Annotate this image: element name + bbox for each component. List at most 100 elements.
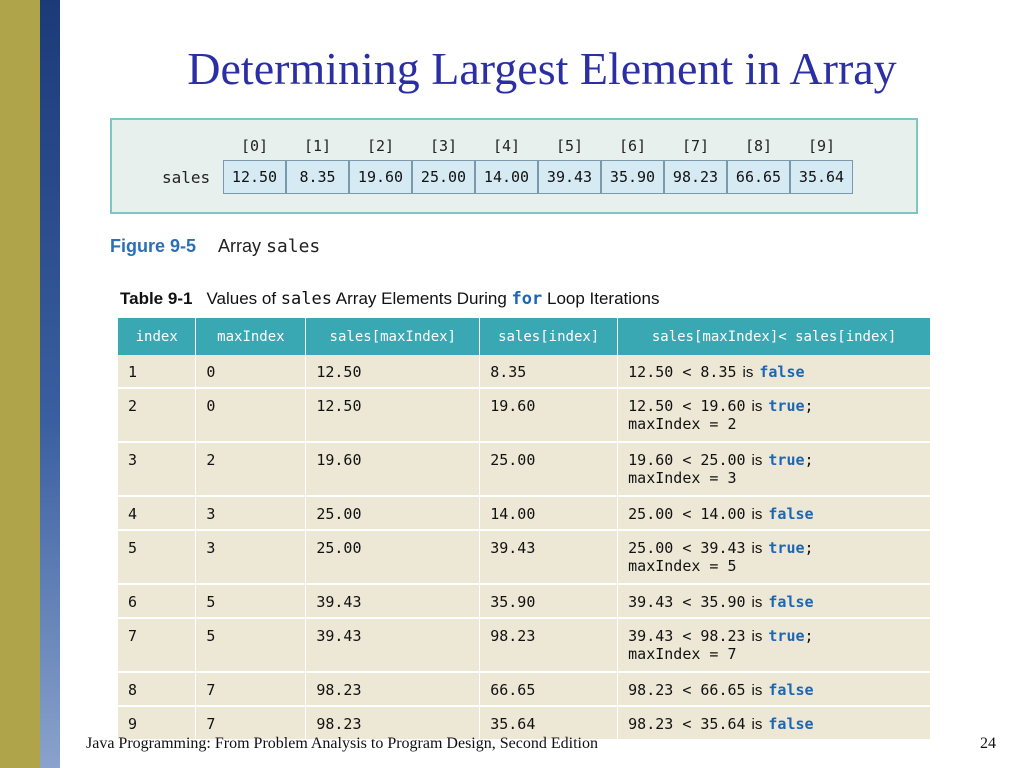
- comparison-result: true: [768, 627, 805, 645]
- sales-index-cell: 14.00: [479, 496, 619, 531]
- table-row: 6 5 39.43 35.90 39.43 < 35.90 is false: [118, 584, 931, 619]
- column-header: sales[index]: [479, 318, 619, 355]
- max-index-update: maxIndex = 3: [628, 469, 737, 487]
- max-index-cell: 7: [195, 672, 307, 707]
- comparison-cell: 12.50 < 19.60 is true; maxIndex = 2: [617, 388, 931, 443]
- array-cell: 35.90: [601, 160, 664, 194]
- max-index-update: maxIndex = 2: [628, 415, 737, 433]
- comparison-result: false: [768, 505, 814, 523]
- iterations-table: index maxIndex sales[maxIndex] sales[ind…: [118, 318, 931, 741]
- comparison-expression: 25.00 < 39.43: [628, 539, 746, 557]
- comparison-expression: 12.50 < 8.35: [628, 363, 737, 381]
- sales-index-cell: 66.65: [479, 672, 619, 707]
- array-cell: 12.50: [223, 160, 286, 194]
- max-index-cell: 0: [195, 388, 307, 443]
- sales-index-cell: 35.64: [479, 706, 619, 741]
- table-caption-part1: Values of: [206, 289, 277, 308]
- column-header: sales[maxIndex]: [305, 318, 481, 355]
- is-word: is: [751, 716, 763, 733]
- array-index: [8]: [744, 137, 773, 155]
- comparison-cell: 39.43 < 35.90 is false: [617, 584, 931, 619]
- comparison-expression: 98.23 < 66.65: [628, 681, 746, 699]
- comparison-cell: 25.00 < 39.43 is true; maxIndex = 5: [617, 530, 931, 585]
- sales-index-cell: 98.23: [479, 618, 619, 673]
- index-cell: 6: [118, 584, 197, 619]
- max-index-cell: 3: [195, 530, 307, 585]
- sales-max-cell: 19.60: [305, 442, 481, 497]
- sales-max-cell: 98.23: [305, 706, 481, 741]
- slide-footer: Java Programming: From Problem Analysis …: [86, 735, 598, 752]
- figure-caption-code: sales: [266, 236, 321, 257]
- is-word: is: [751, 540, 763, 557]
- array-index: [1]: [303, 137, 332, 155]
- sales-index-cell: 39.43: [479, 530, 619, 585]
- array-index: [4]: [492, 137, 521, 155]
- array-index: [5]: [555, 137, 584, 155]
- array-index: [7]: [681, 137, 710, 155]
- array-index: [0]: [240, 137, 269, 155]
- is-word: is: [751, 682, 763, 699]
- is-word: is: [751, 594, 763, 611]
- max-index-update: maxIndex = 5: [628, 557, 737, 575]
- sales-max-cell: 25.00: [305, 496, 481, 531]
- semicolon: ;: [804, 539, 814, 557]
- array-cell: 66.65: [727, 160, 790, 194]
- comparison-expression: 12.50 < 19.60: [628, 397, 746, 415]
- table-row: 8 7 98.23 66.65 98.23 < 66.65 is false: [118, 672, 931, 707]
- table-number: Table 9-1: [120, 289, 193, 308]
- index-cell: 9: [118, 706, 197, 741]
- table-caption: Table 9-1 Values of sales Array Elements …: [120, 289, 659, 309]
- index-cell: 7: [118, 618, 197, 673]
- table-caption-part3: Loop Iterations: [546, 289, 660, 308]
- comparison-expression: 98.23 < 35.64: [628, 715, 746, 733]
- comparison-expression: 19.60 < 25.00: [628, 451, 746, 469]
- array-cell: 19.60: [349, 160, 412, 194]
- semicolon: ;: [804, 627, 814, 645]
- array-cell: 8.35: [286, 160, 349, 194]
- is-word: is: [751, 398, 763, 415]
- figure-caption: Figure 9-5 Array sales: [110, 236, 320, 257]
- comparison-result: false: [768, 593, 814, 611]
- sales-max-cell: 98.23: [305, 672, 481, 707]
- is-word: is: [751, 628, 763, 645]
- comparison-expression: 39.43 < 35.90: [628, 593, 746, 611]
- max-index-cell: 0: [195, 355, 307, 389]
- comparison-cell: 25.00 < 14.00 is false: [617, 496, 931, 531]
- column-header: sales[maxIndex]< sales[index]: [617, 318, 931, 355]
- sales-max-cell: 39.43: [305, 584, 481, 619]
- max-index-cell: 3: [195, 496, 307, 531]
- table-row: 1 0 12.50 8.35 12.50 < 8.35 is false: [118, 355, 931, 389]
- is-word: is: [751, 506, 763, 523]
- max-index-update: maxIndex = 7: [628, 645, 737, 663]
- sales-index-cell: 25.00: [479, 442, 619, 497]
- figure-caption-text: Array: [218, 236, 262, 256]
- sales-max-cell: 12.50: [305, 355, 481, 389]
- array-cell: 14.00: [475, 160, 538, 194]
- table-row: 7 5 39.43 98.23 39.43 < 98.23 is true; maxIndex…: [118, 618, 931, 673]
- semicolon: ;: [804, 451, 814, 469]
- semicolon: ;: [804, 397, 814, 415]
- left-olive-band: [0, 0, 40, 768]
- index-cell: 2: [118, 388, 197, 443]
- max-index-cell: 5: [195, 618, 307, 673]
- max-index-cell: 7: [195, 706, 307, 741]
- column-header: maxIndex: [195, 318, 307, 355]
- array-index: [2]: [366, 137, 395, 155]
- sales-index-cell: 35.90: [479, 584, 619, 619]
- table-caption-part2: Array Elements During: [335, 289, 507, 308]
- sales-index-cell: 8.35: [479, 355, 619, 389]
- comparison-result: true: [768, 397, 805, 415]
- array-index: [3]: [429, 137, 458, 155]
- comparison-result: false: [768, 681, 814, 699]
- slide-title: Determining Largest Element in Array: [187, 43, 897, 94]
- array-cell: 98.23: [664, 160, 727, 194]
- comparison-expression: 39.43 < 98.23: [628, 627, 746, 645]
- sales-index-cell: 19.60: [479, 388, 619, 443]
- array-index: [6]: [618, 137, 647, 155]
- table-caption-code: sales: [280, 289, 332, 309]
- left-navy-band: [40, 0, 60, 768]
- sales-max-cell: 25.00: [305, 530, 481, 585]
- is-word: is: [751, 452, 763, 469]
- figure-number: Figure 9-5: [110, 236, 197, 256]
- comparison-cell: 19.60 < 25.00 is true; maxIndex = 3: [617, 442, 931, 497]
